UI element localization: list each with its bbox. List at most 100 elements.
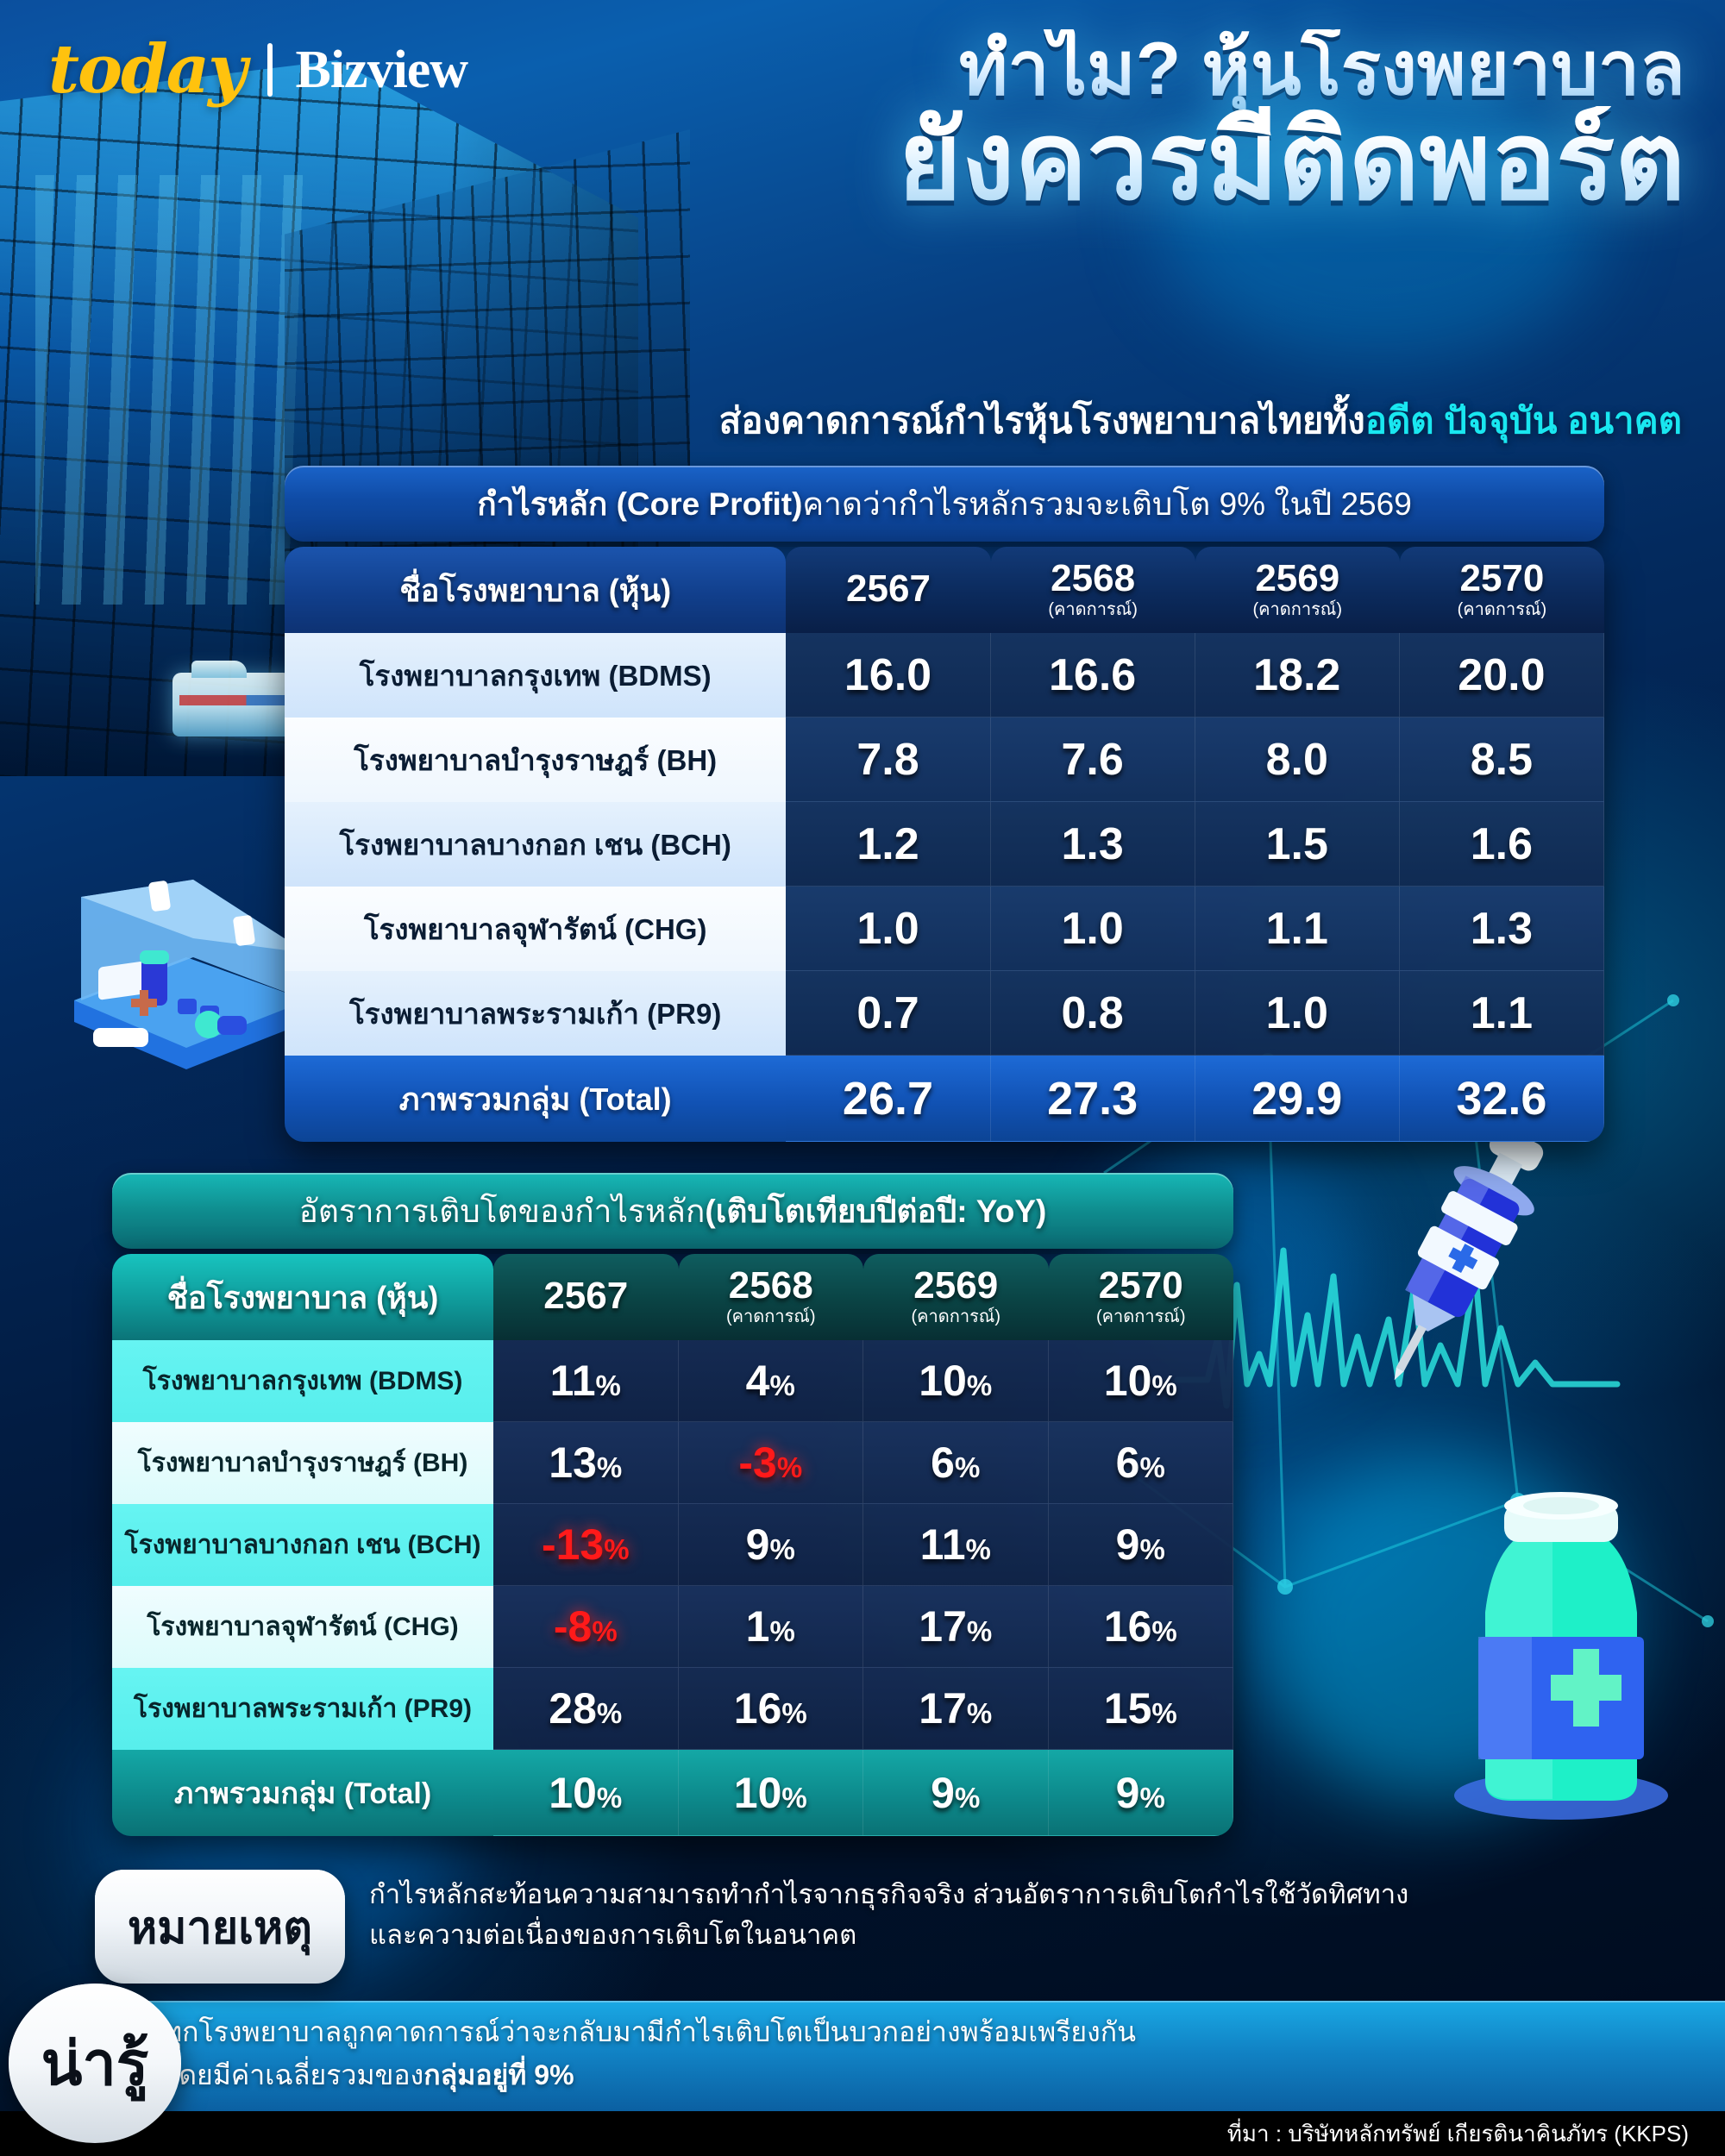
brand-logo[interactable]: today Bizview [48, 30, 468, 109]
row-value: 1.0 [786, 887, 991, 971]
total-value: 9% [1048, 1750, 1233, 1836]
know-line-2-bold: กลุ่มอยู่ที่ 9% [423, 2059, 574, 2090]
row-value: 15% [1048, 1668, 1233, 1750]
row-value: 1.3 [1399, 887, 1604, 971]
percent-sign: % [604, 1533, 630, 1565]
percent-sign: % [596, 1697, 623, 1729]
percent-sign: % [1151, 1615, 1177, 1647]
percent-sign: % [595, 1369, 621, 1401]
headline-line-1: ทำไม? หุ้นโรงพยาบาล [512, 29, 1685, 110]
row-value: 11% [493, 1340, 679, 1422]
value-number: 1 [745, 1602, 770, 1651]
know-badge: น่ารู้ [9, 1984, 181, 2143]
total-value: 27.3 [990, 1056, 1195, 1142]
value-number: 17 [919, 1602, 967, 1651]
percent-sign: % [769, 1533, 795, 1565]
table-row: โรงพยาบาลบำรุงราษฎร์ (BH) 7.8 7.6 8.0 8.… [285, 718, 1604, 802]
growth-rate-header-2568-year: 2568 [728, 1263, 813, 1307]
row-name: โรงพยาบาลพระรามเก้า (PR9) [285, 971, 787, 1056]
core-profit-table-card: กำไรหลัก (Core Profit) คาดว่ากำไรหลักรวม… [285, 466, 1604, 1142]
note-line-1: กำไรหลักสะท้อนความสามารถทำกำไรจากธุรกิจจ… [369, 1879, 1409, 1909]
core-profit-header-2570-year: 2570 [1459, 556, 1545, 599]
growth-rate-band-plain: อัตราการเติบโตของกำไรหลัก [298, 1193, 706, 1229]
logo-divider [267, 43, 273, 97]
row-value: -3% [678, 1422, 863, 1504]
total-row: ภาพรวมกลุ่ม (Total) 10% 10% 9% 9% [112, 1750, 1233, 1836]
row-value: 1.6 [1399, 802, 1604, 887]
total-value: 29.9 [1195, 1056, 1400, 1142]
row-value: 18.2 [1195, 633, 1400, 718]
growth-rate-table: ชื่อโรงพยาบาล (หุ้น) 2567 2568 (คาดการณ์… [112, 1254, 1233, 1836]
percent-sign: % [592, 1615, 618, 1647]
know-line-2-plain: โดยมีค่าเฉลี่ยรวมของ [164, 2059, 424, 2090]
percent-sign: % [769, 1369, 795, 1401]
row-value: 1.0 [1195, 971, 1400, 1056]
subtitle-plain: ส่องคาดการณ์กำไรหุ้นโรงพยาบาลไทยทั้ง [718, 400, 1365, 441]
core-profit-header-2567-year: 2567 [846, 567, 931, 610]
source-bar: ที่มา : บริษัทหลักทรัพย์ เกียรตินาคินภัท… [0, 2111, 1725, 2156]
row-value: 16% [678, 1668, 863, 1750]
value-number: 11 [919, 1520, 966, 1569]
row-name: โรงพยาบาลบางกอก เชน (BCH) [285, 802, 787, 887]
ambulance-graphic [172, 661, 302, 736]
row-value: 6% [863, 1422, 1049, 1504]
total-value: 10% [493, 1750, 679, 1836]
percent-sign: % [966, 1369, 993, 1401]
value-number: 16 [733, 1684, 782, 1733]
row-value: 13% [493, 1422, 679, 1504]
table-row: โรงพยาบาลจุฬารัตน์ (CHG) -8% 1% 17% 16% [112, 1586, 1233, 1668]
glow-blob-top [1156, 69, 1604, 362]
subtitle-highlight: อดีต ปัจจุบัน อนาคต [1364, 400, 1682, 441]
total-label: ภาพรวมกลุ่ม (Total) [112, 1750, 493, 1836]
core-profit-header-2570: 2570 (คาดการณ์) [1399, 547, 1604, 633]
core-profit-header-2569: 2569 (คาดการณ์) [1195, 547, 1400, 633]
know-text: ทุกโรงพยาบาลถูกคาดการณ์ว่าจะกลับมามีกำไร… [164, 2011, 1458, 2096]
percent-sign: % [954, 1451, 981, 1483]
percent-sign: % [965, 1533, 991, 1565]
row-value: -8% [493, 1586, 679, 1668]
growth-rate-header-row: ชื่อโรงพยาบาล (หุ้น) 2567 2568 (คาดการณ์… [112, 1254, 1233, 1340]
core-profit-header-2567: 2567 [786, 547, 991, 633]
medicine-bottle-icon [1454, 1492, 1668, 1820]
value-number: 11 [549, 1357, 596, 1405]
growth-rate-table-wrap: ชื่อโรงพยาบาล (หุ้น) 2567 2568 (คาดการณ์… [112, 1254, 1233, 1836]
table-row: โรงพยาบาลบำรุงราษฎร์ (BH) 13% -3% 6% 6% [112, 1422, 1233, 1504]
row-name: โรงพยาบาลจุฬารัตน์ (CHG) [285, 887, 787, 971]
value-number: 10 [1103, 1357, 1152, 1405]
percent-sign: % [1139, 1781, 1165, 1814]
table-row: โรงพยาบาลจุฬารัตน์ (CHG) 1.0 1.0 1.1 1.3 [285, 887, 1604, 971]
row-value: 9% [1048, 1504, 1233, 1586]
row-value: 4% [678, 1340, 863, 1422]
value-number: 17 [919, 1684, 967, 1733]
logo-today-text: today [48, 30, 247, 109]
row-value: 11% [863, 1504, 1049, 1586]
value-number: 9 [1115, 1520, 1140, 1569]
row-value: -13% [493, 1504, 679, 1586]
row-value: 7.6 [990, 718, 1195, 802]
growth-rate-band-bold: (เติบโตเทียบปีต่อปี: YoY) [705, 1193, 1047, 1229]
growth-rate-header-2569-sub: (คาดการณ์) [911, 1307, 1001, 1326]
value-number: -13 [541, 1520, 605, 1569]
ecg-heartbeat-graphic [1174, 1247, 1621, 1409]
percent-sign: % [954, 1781, 981, 1814]
row-value: 8.0 [1195, 718, 1400, 802]
table-row: โรงพยาบาลบางกอก เชน (BCH) -13% 9% 11% 9% [112, 1504, 1233, 1586]
row-value: 1.1 [1399, 971, 1604, 1056]
percent-sign: % [596, 1781, 623, 1814]
row-name: โรงพยาบาลบำรุงราษฎร์ (BH) [112, 1422, 493, 1504]
growth-rate-table-card: อัตราการเติบโตของกำไรหลัก (เติบโตเทียบปี… [112, 1173, 1233, 1836]
percent-sign: % [776, 1451, 803, 1483]
row-value: 16.6 [990, 633, 1195, 718]
growth-rate-header-2568-sub: (คาดการณ์) [725, 1307, 816, 1326]
row-name: โรงพยาบาลบำรุงราษฎร์ (BH) [285, 718, 787, 802]
row-value: 7.8 [786, 718, 991, 802]
medical-kit-icon [74, 880, 307, 1069]
logo-bizview-text: Bizview [295, 41, 468, 99]
value-number: -3 [738, 1438, 777, 1487]
percent-sign: % [966, 1615, 993, 1647]
note-block: หมายเหตุ กำไรหลักสะท้อนความสามารถทำกำไรจ… [95, 1870, 1639, 1990]
total-value: 26.7 [786, 1056, 991, 1142]
row-value: 1.3 [990, 802, 1195, 887]
growth-rate-header-2570-sub: (คาดการณ์) [1095, 1307, 1186, 1326]
row-value: 17% [863, 1586, 1049, 1668]
